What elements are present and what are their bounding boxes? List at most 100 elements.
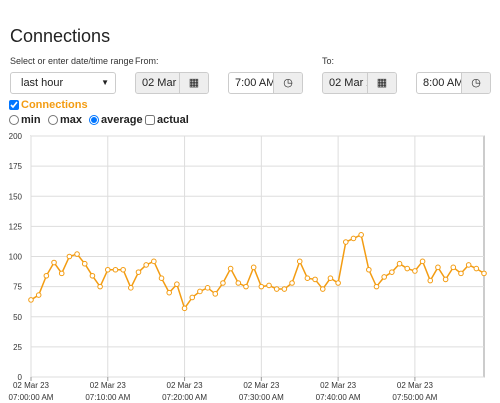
point [197, 288, 203, 295]
point [66, 253, 73, 260]
from-time[interactable]: 7:00 AM ◷ [228, 72, 303, 94]
point [204, 285, 211, 291]
mode-label: average [101, 114, 143, 126]
point [81, 260, 88, 267]
point [435, 264, 441, 271]
checkbox[interactable] [9, 100, 19, 110]
x-tick-label: 02 Mar 23 [243, 381, 280, 390]
point [289, 280, 295, 286]
point [51, 259, 57, 266]
point [128, 285, 134, 291]
point [258, 283, 265, 290]
x-tick-label: 02 Mar 23 [13, 381, 50, 390]
y-tick-label: 50 [13, 313, 22, 322]
point [389, 269, 395, 275]
calendar-button[interactable]: ▦ [367, 73, 396, 93]
from-date-value: 02 Mar 2 [142, 77, 186, 89]
x-tick-label: 07:30:00 AM [239, 393, 284, 402]
point [373, 283, 380, 290]
point [120, 266, 126, 273]
point [381, 274, 387, 280]
point [97, 283, 103, 290]
range-label: Select or enter date/time range [10, 56, 134, 66]
point [304, 275, 311, 281]
to-date-value: 02 Mar 2 [329, 77, 373, 89]
point [419, 258, 426, 265]
x-tick-label: 07:20:00 AM [162, 393, 207, 402]
point [74, 251, 80, 257]
point [235, 280, 242, 286]
mode-option[interactable]: max [48, 114, 82, 126]
point [151, 258, 157, 265]
radio[interactable] [48, 115, 58, 125]
point [220, 280, 226, 286]
x-tick-label: 02 Mar 23 [167, 381, 204, 390]
x-tick-label: 07:10:00 AM [85, 393, 130, 402]
page-title: Connections [10, 26, 111, 46]
point [296, 258, 303, 265]
point [312, 276, 318, 283]
point [112, 266, 119, 273]
x-tick-label: 02 Mar 23 [320, 381, 357, 390]
calendar-button[interactable]: ▦ [179, 73, 208, 93]
x-tick-label: 07:00:00 AM [9, 393, 54, 402]
point [250, 264, 257, 271]
point [358, 232, 364, 238]
point [189, 294, 196, 301]
clock-button[interactable]: ◷ [461, 73, 490, 93]
to-time[interactable]: 8:00 AM ◷ [416, 72, 491, 94]
point [350, 235, 357, 242]
x-tick-label: 02 Mar 23 [397, 381, 434, 390]
y-tick-label: 25 [13, 343, 22, 352]
preset-value: last hour [21, 77, 64, 89]
mode-label: actual [157, 114, 189, 126]
point [135, 269, 142, 275]
to-date[interactable]: 02 Mar 2 ▦ [322, 72, 397, 94]
point [450, 264, 457, 271]
point [158, 275, 165, 281]
point [174, 281, 180, 288]
y-tick-label: 150 [9, 192, 23, 201]
point [89, 272, 96, 279]
point [342, 239, 349, 245]
to-time-value: 8:00 AM [423, 77, 464, 89]
point [266, 282, 272, 289]
from-date[interactable]: 02 Mar 2 ▦ [135, 72, 209, 94]
line [30, 233, 485, 310]
y-tick-label: 75 [13, 283, 22, 292]
checkbox[interactable] [145, 115, 155, 125]
plot-frame [30, 135, 485, 378]
point [227, 265, 234, 272]
point [28, 297, 34, 303]
radio[interactable] [9, 115, 19, 125]
point [273, 286, 280, 292]
mode-label: min [21, 114, 41, 126]
x-tick-label: 02 Mar 23 [90, 381, 127, 390]
mode-option[interactable]: min [9, 114, 41, 126]
point [396, 260, 403, 267]
legend-label: Connections [21, 99, 88, 111]
mode-option[interactable]: actual [145, 114, 189, 126]
y-tick-label: 100 [9, 253, 23, 262]
series-toggle[interactable]: Connections [9, 99, 88, 111]
from-time-value: 7:00 AM [235, 77, 276, 89]
preset-select[interactable]: last hour ▼ [10, 72, 116, 94]
point [327, 275, 334, 281]
point [143, 262, 149, 268]
point [465, 262, 472, 268]
x-tick-label: 07:40:00 AM [316, 393, 361, 402]
mode-option[interactable]: average [89, 114, 143, 126]
point [181, 305, 188, 312]
x-tick-label: 07:50:00 AM [392, 393, 437, 402]
point [43, 272, 50, 279]
point [281, 286, 288, 292]
radio[interactable] [89, 115, 99, 125]
point [35, 292, 42, 298]
point [104, 266, 111, 273]
point [58, 270, 65, 277]
point [166, 289, 173, 296]
point [404, 265, 411, 272]
clock-button[interactable]: ◷ [273, 73, 302, 93]
y-tick-label: 200 [9, 132, 23, 141]
